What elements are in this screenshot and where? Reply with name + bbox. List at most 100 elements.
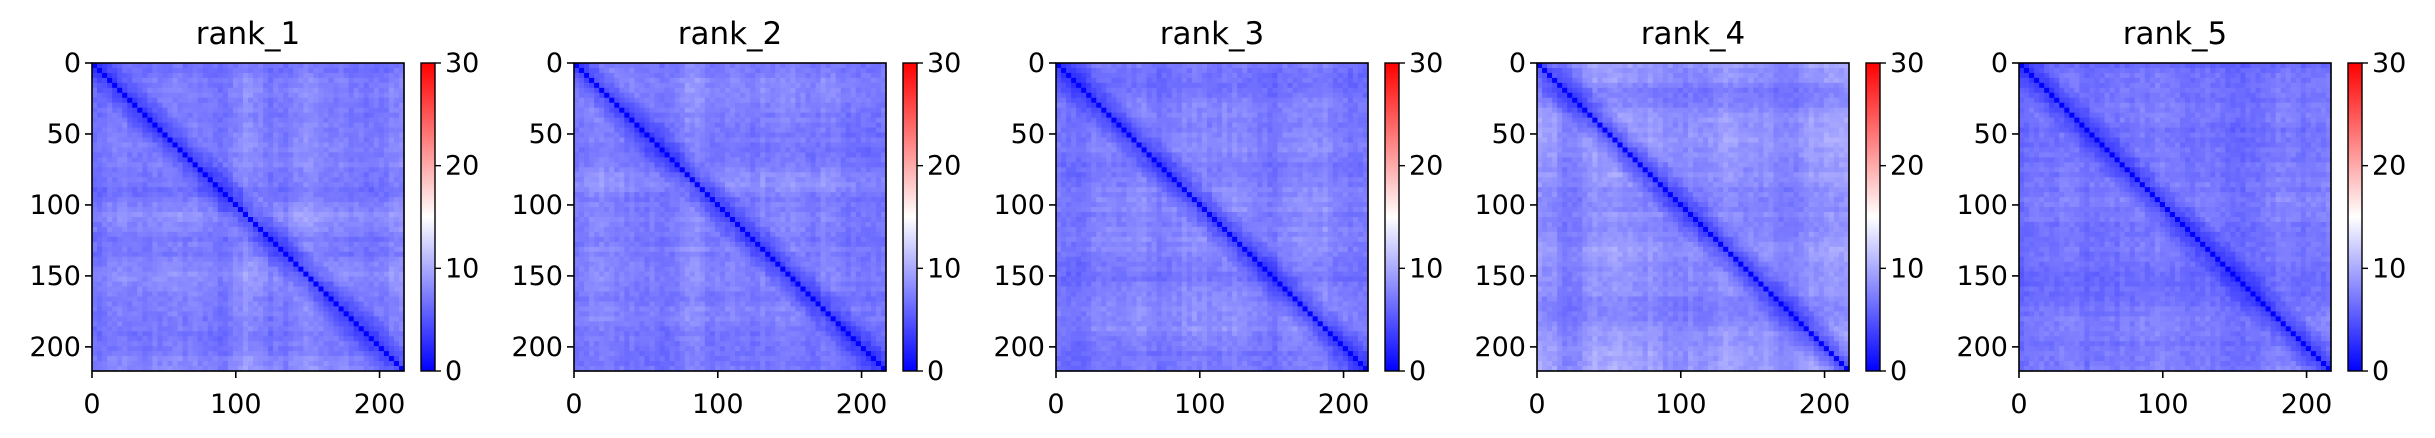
heatmap-cell: [122, 92, 128, 99]
heatmap-cell: [217, 137, 224, 144]
heatmap-cell: [348, 167, 355, 173]
heatmap-cell: [348, 127, 355, 134]
heatmap-cell: [92, 316, 98, 322]
heatmap-cell: [338, 291, 345, 298]
heatmap-cell: [177, 107, 184, 114]
heatmap-cell: [318, 67, 325, 74]
heatmap-cell: [273, 112, 279, 119]
heatmap-cell: [398, 301, 405, 308]
heatmap-cell: [177, 301, 184, 308]
heatmap-cell: [182, 226, 189, 233]
heatmap-cell: [303, 102, 309, 109]
heatmap-cell: [730, 142, 736, 149]
heatmap-cell: [333, 276, 340, 283]
heatmap-cell: [212, 192, 219, 198]
heatmap-cell: [704, 72, 711, 79]
heatmap-cell: [157, 97, 164, 104]
heatmap-cell: [830, 77, 837, 84]
heatmap-cell: [333, 286, 340, 293]
heatmap-cell: [684, 102, 691, 109]
heatmap-cell: [162, 261, 169, 268]
heatmap-cell: [358, 142, 365, 149]
heatmap-cell: [795, 142, 802, 149]
heatmap-cell: [152, 321, 159, 327]
heatmap-cell: [147, 142, 153, 149]
heatmap-cell: [97, 77, 103, 84]
heatmap-cell: [639, 122, 646, 129]
heatmap-cell: [152, 67, 159, 74]
heatmap-cell: [830, 142, 837, 149]
heatmap-cell: [293, 276, 299, 283]
heatmap-cell: [810, 142, 817, 149]
heatmap-cell: [283, 197, 289, 203]
heatmap-cell: [338, 261, 345, 268]
heatmap-cell: [373, 197, 380, 203]
heatmap-cell: [654, 122, 661, 129]
heatmap-cell: [227, 197, 234, 203]
heatmap-cell: [870, 112, 877, 119]
heatmap-cell: [333, 197, 340, 203]
heatmap-cell: [197, 127, 204, 134]
heatmap-cell: [313, 296, 320, 303]
heatmap-cell: [102, 231, 108, 238]
heatmap-cell: [398, 306, 405, 312]
heatmap-cell: [730, 72, 736, 79]
heatmap-cell: [177, 356, 184, 362]
heatmap-cell: [714, 107, 721, 114]
heatmap-cell: [790, 142, 797, 149]
heatmap-cell: [187, 127, 194, 134]
heatmap-cell: [122, 221, 128, 228]
heatmap-cell: [388, 97, 395, 104]
heatmap-cell: [142, 261, 148, 268]
heatmap-cell: [187, 202, 194, 208]
heatmap-cell: [137, 356, 143, 362]
heatmap-cell: [298, 241, 304, 248]
heatmap-cell: [253, 172, 259, 178]
heatmap-cell: [248, 63, 254, 69]
heatmap-cell: [755, 87, 761, 94]
heatmap-cell: [393, 271, 400, 278]
heatmap-cell: [293, 306, 299, 312]
heatmap-cell: [278, 316, 284, 322]
heatmap-cell: [253, 261, 259, 268]
heatmap-cell: [182, 286, 189, 293]
heatmap-cell: [217, 107, 224, 114]
heatmap-cell: [167, 87, 174, 94]
heatmap-cell: [313, 311, 320, 317]
heatmap-cell: [654, 82, 661, 89]
heatmap-cell: [263, 217, 269, 223]
heatmap-cell: [127, 217, 133, 223]
heatmap-cell: [192, 217, 199, 223]
heatmap-cell: [398, 311, 405, 317]
heatmap-cell: [273, 281, 279, 288]
heatmap-cell: [363, 236, 370, 243]
heatmap-cell: [308, 172, 315, 178]
heatmap-cell: [202, 261, 209, 268]
heatmap-cell: [714, 132, 721, 139]
heatmap-cell: [599, 122, 605, 129]
heatmap-cell: [840, 63, 847, 69]
heatmap-cell: [614, 147, 620, 154]
heatmap-cell: [353, 112, 360, 119]
heatmap-cell: [368, 202, 375, 208]
heatmap-cell: [132, 321, 138, 327]
heatmap-cell: [855, 112, 862, 119]
heatmap-cell: [368, 152, 375, 158]
heatmap-cell: [202, 182, 209, 188]
heatmap-cell: [212, 326, 219, 332]
heatmap-cell: [373, 361, 380, 367]
heatmap-cell: [288, 321, 294, 327]
heatmap-cell: [182, 107, 189, 114]
heatmap-cell: [288, 326, 294, 332]
heatmap-cell: [699, 72, 706, 79]
heatmap-cell: [308, 152, 315, 158]
heatmap-cell: [258, 346, 264, 352]
heatmap-cell: [258, 341, 264, 347]
heatmap-cell: [187, 271, 194, 278]
heatmap-cell: [122, 157, 128, 163]
heatmap-cell: [172, 63, 179, 69]
heatmap-cell: [368, 82, 375, 89]
heatmap-cell: [373, 321, 380, 327]
heatmap-cell: [343, 221, 350, 228]
heatmap-cell: [192, 102, 199, 109]
